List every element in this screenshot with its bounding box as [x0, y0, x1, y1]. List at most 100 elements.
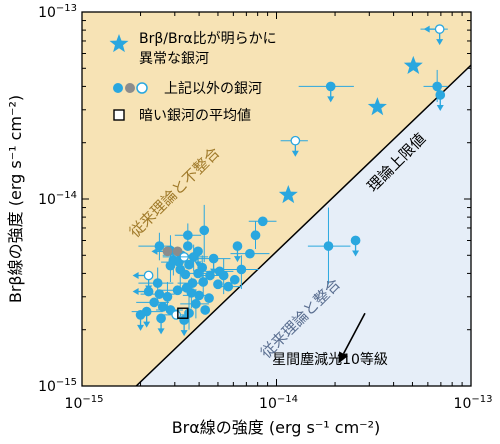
- anomalous-galaxy-star: [278, 185, 298, 204]
- galaxy-point: [162, 291, 173, 302]
- galaxy-point: [149, 297, 160, 308]
- x-limit-arrow-head: [132, 288, 139, 296]
- legend-filled-circle: [113, 83, 123, 93]
- y-axis-title: Brβ線の強度 (erg s⁻¹ cm⁻²): [6, 95, 25, 303]
- upper-limit-arrow-head: [180, 330, 188, 337]
- axis-ticks: [81, 11, 472, 387]
- galaxy-point: [325, 81, 336, 92]
- x-tick-label: 10−15: [65, 394, 104, 412]
- anomalous-galaxy-star: [367, 97, 387, 116]
- upper-limit-arrow-head: [291, 150, 299, 157]
- galaxy-point: [236, 264, 247, 275]
- theory-upper-limit-line: [135, 64, 471, 386]
- galaxy-point: [205, 270, 215, 281]
- galaxy-point: [152, 278, 163, 288]
- x-tick-exponent: −15: [82, 394, 103, 405]
- x-tick-label: 10−13: [454, 394, 493, 412]
- x-tick-exponent: −13: [471, 394, 492, 405]
- galaxy-point: [323, 241, 334, 251]
- galaxy-point: [162, 246, 173, 257]
- y-tick-label: 10−15: [38, 377, 77, 395]
- upper-limit-arrow-head: [194, 261, 202, 268]
- upper-limit-arrow-head: [436, 104, 444, 111]
- y-tick-exponent: −13: [56, 3, 77, 14]
- galaxy-point: [165, 260, 176, 271]
- upper-limit-arrow-head: [327, 96, 335, 103]
- x-limit-arrow-head: [151, 247, 158, 255]
- galaxy-point: [199, 225, 210, 236]
- upper-limit-arrow-head: [352, 250, 360, 257]
- upper-limit-arrow-head: [233, 256, 241, 263]
- galaxy-point: [182, 241, 193, 251]
- upper-limit-arrow-head: [143, 321, 151, 328]
- legend: Brβ/Brα比が明らかに 異常な銀河 上記以外の銀河 暗い銀河の平均値: [109, 31, 277, 124]
- legend-star-marker: [109, 34, 129, 53]
- galaxy-point: [193, 246, 203, 257]
- galaxy-point: [432, 81, 443, 92]
- extinction-label: 星間塵減光10等級: [272, 351, 388, 368]
- galaxy-point: [194, 290, 204, 301]
- legend-star-label-line2: 異常な銀河: [139, 51, 209, 67]
- galaxy-point: [180, 269, 191, 280]
- x-tick-base: 10: [65, 396, 83, 412]
- extinction-arrow: [342, 312, 366, 355]
- galaxy-point: [350, 235, 361, 246]
- galaxy-point: [193, 268, 203, 279]
- x-tick-base: 10: [454, 396, 472, 412]
- x-tick-label: 10−14: [259, 394, 298, 412]
- x-limit-arrow-head: [132, 271, 139, 279]
- galaxy-point: [198, 277, 209, 287]
- galaxy-point: [200, 305, 211, 315]
- x-axis-title: Brα線の強度 (erg s⁻¹ cm⁻²): [172, 418, 381, 437]
- y-tick-exponent: −15: [56, 377, 77, 388]
- galaxy-point: [232, 241, 243, 251]
- galaxy-point: [208, 253, 219, 264]
- galaxy-point: [229, 274, 240, 285]
- galaxy-point: [214, 266, 225, 277]
- data-markers: [131, 24, 448, 337]
- plot-area: [82, 12, 471, 386]
- galaxy-point: [191, 298, 201, 309]
- x-tick-labels: 10−15 10−14 10−13: [65, 394, 493, 412]
- x-tick-exponent: −14: [277, 394, 298, 405]
- galaxy-point: [135, 310, 146, 320]
- x-limit-arrow-head: [423, 25, 430, 33]
- galaxy-point: [223, 281, 234, 292]
- extinction-annotation: 星間塵減光10等級: [272, 312, 388, 368]
- legend-open-circle: [136, 82, 148, 94]
- y-tick-base: 10: [38, 5, 56, 21]
- y-tick-exponent: −14: [56, 190, 77, 201]
- galaxy-point: [204, 293, 214, 303]
- upper-limit-arrow-head: [157, 328, 165, 335]
- y-tick-base: 10: [38, 379, 56, 395]
- y-tick-base: 10: [38, 192, 56, 208]
- galaxy-point: [143, 270, 154, 281]
- galaxy-point: [290, 135, 301, 146]
- legend-circles-label: 上記以外の銀河: [164, 80, 262, 97]
- y-tick-label: 10−14: [38, 190, 77, 208]
- galaxy-point: [434, 24, 445, 34]
- galaxy-point: [172, 246, 183, 257]
- galaxy-point: [182, 230, 193, 241]
- legend-square-marker: [113, 109, 125, 121]
- faint-galaxy-mean-marker: [177, 307, 189, 319]
- galaxy-point: [250, 230, 261, 241]
- upper-limit-arrow-head: [137, 324, 145, 331]
- x-tick-base: 10: [259, 396, 277, 412]
- legend-star-label-line1: Brβ/Brα比が明らかに: [139, 31, 277, 47]
- galaxy-point: [154, 289, 165, 299]
- galaxy-point: [257, 216, 268, 227]
- upper-limit-arrow-head: [436, 39, 444, 46]
- galaxy-point: [172, 285, 183, 296]
- galaxy-point: [213, 279, 223, 290]
- galaxy-point: [435, 90, 446, 100]
- legend-square-label: 暗い銀河の平均値: [139, 108, 251, 124]
- galaxy-point: [245, 248, 255, 259]
- galaxy-point: [179, 315, 189, 325]
- y-tick-label: 10−13: [38, 3, 77, 21]
- legend-grey-circle: [125, 83, 135, 93]
- anomalous-galaxy-star: [403, 55, 423, 74]
- galaxy-point: [156, 313, 166, 324]
